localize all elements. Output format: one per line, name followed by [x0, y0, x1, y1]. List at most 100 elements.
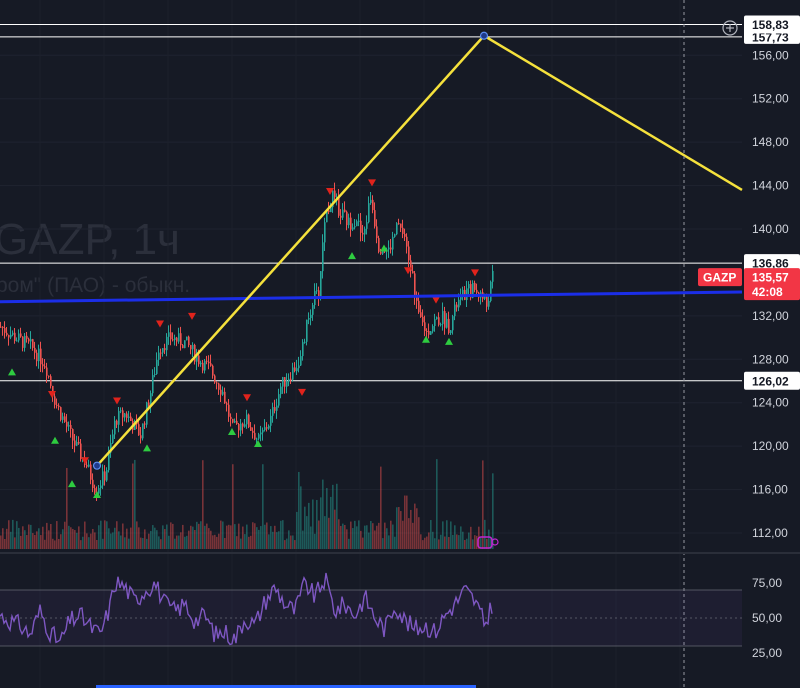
- volume-bar: [116, 521, 118, 549]
- candle-body: [184, 340, 186, 349]
- volume-bar: [308, 502, 310, 549]
- candle-body: [232, 418, 234, 423]
- volume-bar: [310, 526, 312, 549]
- buy-signal-marker: [93, 491, 101, 498]
- candle-body: [490, 281, 492, 301]
- candle-body: [294, 367, 296, 372]
- candle-body: [144, 423, 146, 425]
- candle-body: [54, 396, 56, 405]
- volume-bar: [428, 532, 430, 549]
- candle-body: [38, 348, 40, 362]
- candle-body: [150, 393, 152, 406]
- candle-body: [410, 260, 412, 272]
- volume-bar: [316, 499, 318, 549]
- volume-bar: [118, 531, 120, 549]
- volume-bar: [396, 507, 398, 549]
- candle-body: [274, 407, 276, 411]
- candle-body: [190, 345, 192, 350]
- candle-body: [280, 386, 282, 395]
- rsi-tick-label: 75,00: [752, 576, 782, 590]
- volume-bar: [366, 525, 368, 549]
- buy-signal-marker: [254, 439, 262, 447]
- volume-bar: [258, 529, 260, 549]
- candle-body: [22, 336, 24, 348]
- volume-bar: [186, 535, 188, 549]
- volume-bar: [446, 520, 448, 549]
- candle-body: [108, 452, 110, 471]
- candle-body: [358, 220, 360, 222]
- support-line-segment[interactable]: [0, 290, 743, 304]
- candle-body: [250, 427, 252, 431]
- candle-body: [488, 300, 490, 307]
- volume-bar: [282, 520, 284, 549]
- volume-bar: [128, 538, 130, 549]
- volume-bar: [56, 521, 58, 549]
- candle-body: [276, 405, 278, 411]
- volume-bar: [358, 520, 360, 549]
- candle-body: [310, 314, 312, 319]
- volume-bar: [292, 535, 294, 549]
- volume-bar: [74, 530, 76, 549]
- volume-bar: [72, 528, 74, 549]
- volume-bar: [440, 534, 442, 549]
- candle-body: [456, 304, 458, 308]
- trendline-anchor[interactable]: [92, 461, 102, 470]
- candle-body: [354, 226, 356, 228]
- volume-bar: [22, 526, 24, 549]
- candle-body: [238, 424, 240, 431]
- volume-bar: [6, 528, 8, 549]
- time-scale-selection[interactable]: [96, 685, 476, 688]
- volume-bar: [84, 521, 86, 549]
- volume-bar: [106, 521, 108, 549]
- volume-bar: [124, 537, 126, 549]
- sell-signal-marker: [326, 188, 334, 195]
- candle-body: [220, 389, 222, 395]
- candle-body: [346, 211, 348, 226]
- volume-bar: [346, 529, 348, 549]
- volume-bar: [196, 521, 198, 549]
- candle-body: [444, 311, 446, 328]
- candle-body: [6, 332, 8, 336]
- volume-bar: [230, 525, 232, 549]
- candle-body: [68, 425, 70, 427]
- candle-body: [308, 318, 310, 320]
- price-axis[interactable]: [742, 0, 800, 688]
- trendline-anchor[interactable]: [479, 31, 489, 40]
- replay-icon[interactable]: [477, 536, 499, 549]
- candle-body: [288, 378, 290, 382]
- price-tick-label: 148,00: [752, 135, 789, 149]
- candle-body: [472, 282, 474, 298]
- trendline-drawing[interactable]: [92, 31, 743, 470]
- sell-signal-marker: [298, 388, 306, 396]
- candle-body: [114, 420, 116, 435]
- volume-bar: [48, 530, 50, 549]
- rsi-tick-label: 50,00: [752, 611, 782, 625]
- volume-bar: [318, 520, 320, 549]
- candle-body: [474, 282, 476, 290]
- plus-circle-icon[interactable]: [722, 20, 738, 36]
- candle-body: [406, 236, 408, 247]
- rsi-tick-label: 25,00: [752, 646, 782, 660]
- candle-body: [26, 335, 28, 339]
- volume-bar: [458, 535, 460, 549]
- volume-bar: [88, 537, 90, 549]
- support-line[interactable]: [0, 290, 743, 304]
- horizontal-levels[interactable]: [0, 24, 742, 382]
- volume-bar: [178, 535, 180, 549]
- volume-bar: [448, 537, 450, 549]
- candle-body: [398, 223, 400, 225]
- volume-bar: [122, 523, 124, 549]
- candle-body: [282, 377, 284, 387]
- candle-body: [10, 334, 12, 338]
- candle-body: [320, 271, 322, 299]
- price-tick-label: 124,00: [752, 396, 789, 410]
- candle-body: [72, 428, 74, 441]
- volume-bar: [26, 535, 28, 549]
- volume-bar: [434, 538, 436, 549]
- volume-bar: [46, 522, 48, 549]
- candle-body: [484, 296, 486, 299]
- volume-bar: [404, 495, 406, 549]
- watermark-symbol: GAZP, 1ч: [0, 215, 180, 264]
